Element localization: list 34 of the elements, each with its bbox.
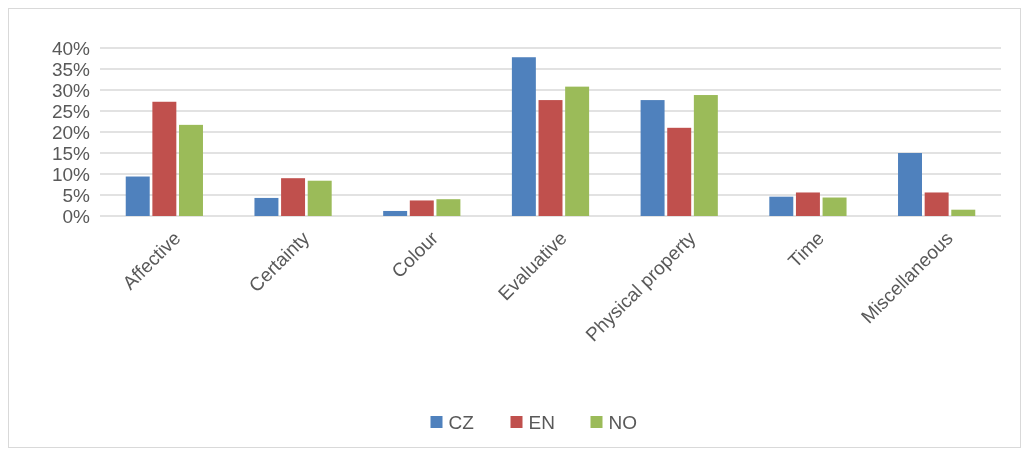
y-tick-label: 15% [51,142,91,164]
bar [565,86,590,216]
bar [667,127,692,216]
bar [254,197,279,216]
x-tick-label: Time [783,227,829,272]
bar [307,180,332,216]
bar [511,57,536,216]
bar [125,176,150,216]
bar [693,95,718,216]
bar [898,153,922,216]
bar [795,192,820,216]
legend-label: EN [528,411,555,433]
y-tick-label: 0% [62,205,91,227]
y-tick-label: 10% [51,163,91,185]
bar [383,210,408,216]
y-tick-label: 5% [62,184,91,206]
y-tick-label: 30% [51,79,91,101]
y-tick-label: 25% [51,100,91,122]
bar [409,200,434,216]
bar [152,101,177,216]
bar [179,124,203,216]
bar [822,197,847,216]
bar [951,209,976,216]
y-tick-label: 35% [51,58,91,80]
y-tick-label: 20% [51,121,91,143]
bar [281,178,306,216]
y-tick-label: 40% [51,37,91,59]
legend-label: NO [608,411,637,433]
bar [924,192,949,216]
legend-label: CZ [448,411,475,433]
bar [538,100,563,216]
bar [436,199,461,216]
bar [769,196,794,216]
bar [640,100,665,216]
